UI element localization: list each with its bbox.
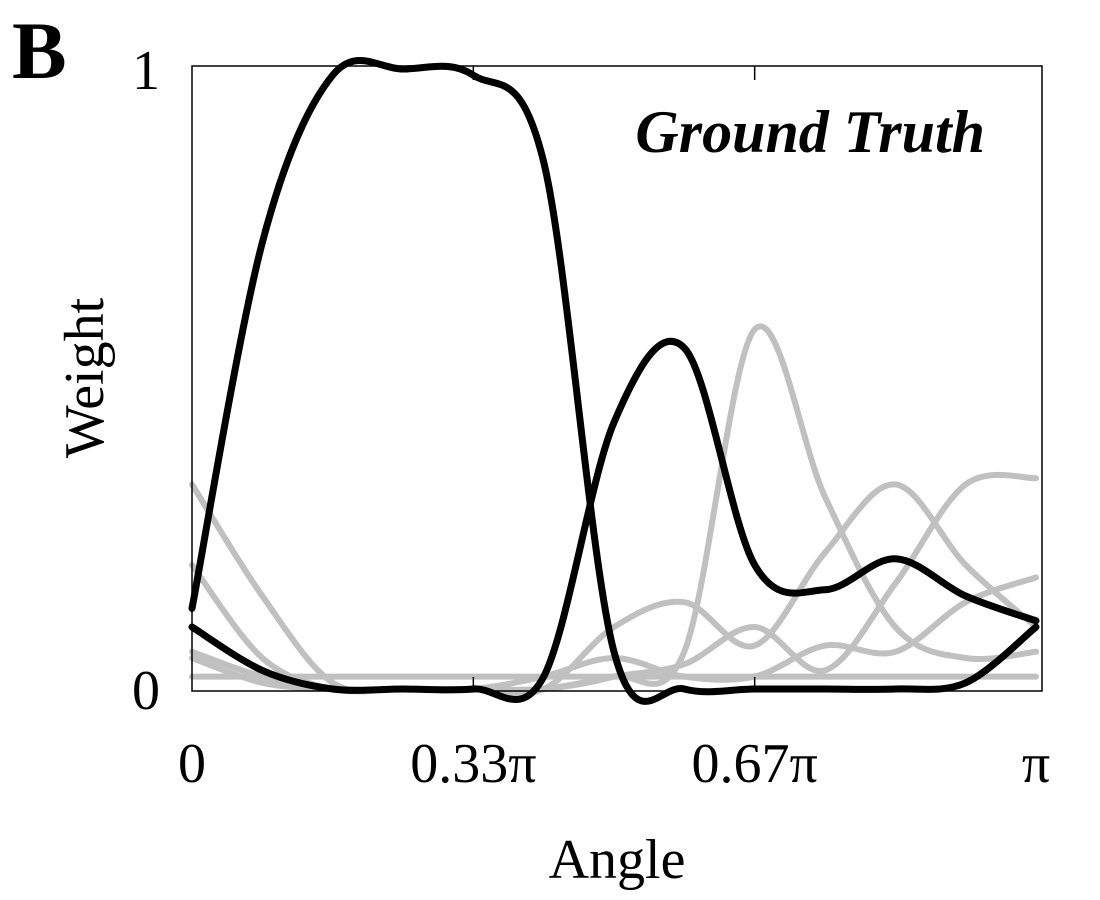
x-axis-label: Angle	[549, 829, 686, 891]
x-tick-label-1: 0	[178, 733, 206, 795]
chart-title: Ground Truth	[635, 99, 985, 165]
series-line-1	[188, 57, 1040, 705]
y-tick-label-2: 1	[132, 40, 160, 102]
series-line-3	[189, 323, 1039, 695]
x-tick-label-2: 0.33π	[410, 733, 536, 795]
x-tick-label-4: π	[1022, 733, 1050, 795]
ticks-layer: 0 0.33π 0.67π π 0 1	[132, 40, 1050, 795]
y-tick-label-1: 0	[132, 660, 160, 722]
x-tick-label-3: 0.67π	[692, 733, 818, 795]
y-axis-label: Weight	[54, 297, 116, 458]
plot-frame	[191, 65, 1043, 692]
panel-label: B	[12, 5, 67, 96]
